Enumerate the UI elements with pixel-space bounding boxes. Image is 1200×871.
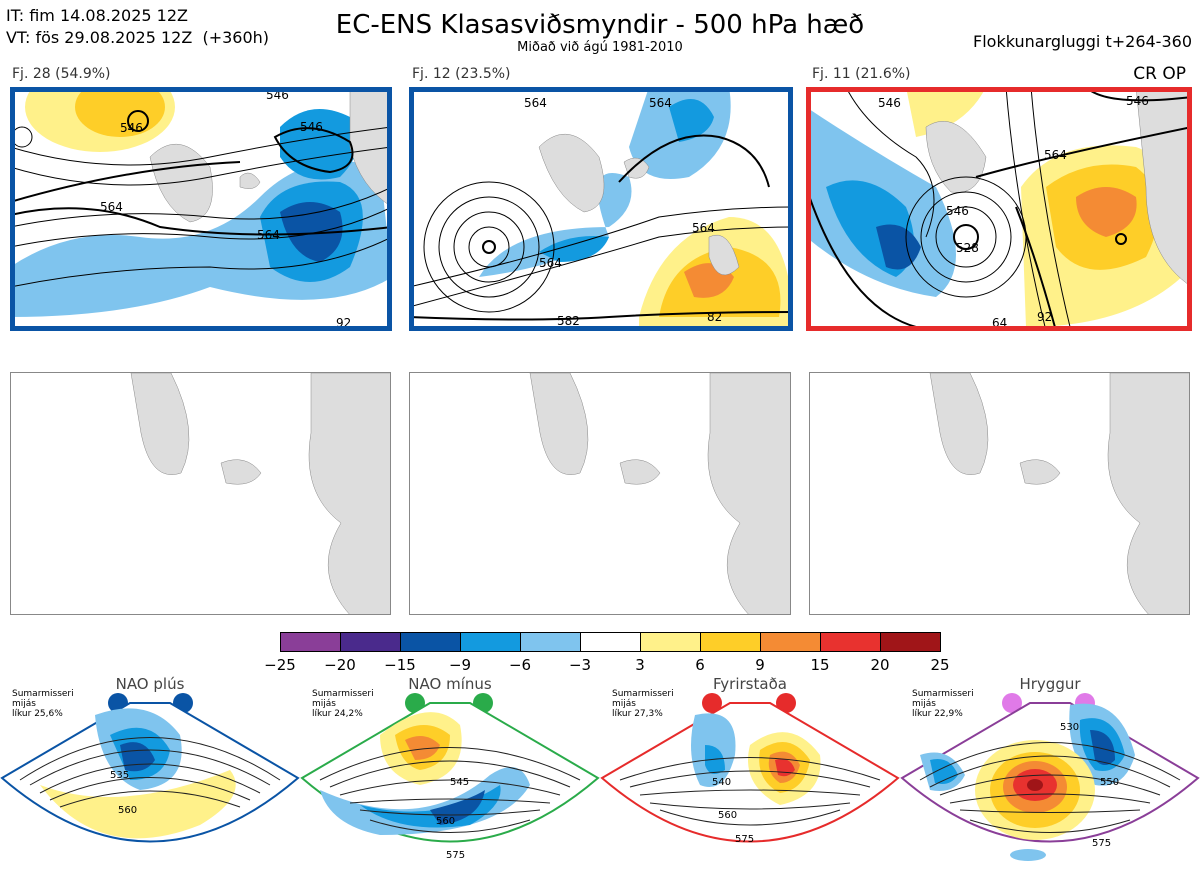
- regime-contour: 550: [1100, 777, 1119, 788]
- colorbar-tick: 25: [930, 656, 950, 674]
- cluster-3-contour-564: 564: [1044, 148, 1067, 162]
- page-title: EC-ENS Klasasviðsmyndir - 500 hPa hæð: [335, 10, 865, 40]
- cluster-1-contour-564a: 564: [100, 200, 123, 214]
- regime-contour: 575: [1092, 838, 1111, 849]
- colorbar-tick: 15: [810, 656, 830, 674]
- regime-name: NAO plús: [115, 675, 185, 693]
- colorbar-tick: −6: [508, 656, 532, 674]
- regime-note: Sumarmisseri mijás líkur 22,9%: [912, 689, 974, 719]
- colorbar-cell: [820, 632, 881, 652]
- colorbar-cell: [460, 632, 521, 652]
- header-times: IT: fim 14.08.2025 12Z VT: fös 29.08.202…: [6, 5, 269, 49]
- colorbar-cell: [700, 632, 761, 652]
- regime-dot: [776, 693, 796, 713]
- empty-map-1: [10, 372, 391, 615]
- colorbar-tick: 3: [635, 656, 645, 674]
- regime-note: Sumarmisseri mijás líkur 25,6%: [12, 689, 74, 719]
- colorbar-tick: 9: [755, 656, 765, 674]
- colorbar-tick: −15: [384, 656, 416, 674]
- cluster-3-contour-546a: 546: [946, 204, 969, 218]
- regime-name: Hryggur: [1019, 675, 1081, 693]
- colorbar-tick: −9: [448, 656, 472, 674]
- cluster-2-contour-582: 582: [557, 314, 580, 328]
- cluster-1-contour-546b: 546: [120, 121, 143, 135]
- cluster-1-contour-564b: 564: [257, 228, 280, 242]
- regime-nao-minus[interactable]: Sumarmisseri mijás líkur 24,2% NAO mínus…: [300, 675, 600, 871]
- init-time: IT: fim 14.08.2025 12Z: [6, 6, 188, 25]
- regime-nao-plus[interactable]: Sumarmisseri mijás líkur 25,6% NAO plús …: [0, 675, 300, 871]
- regime-contour: 540: [712, 777, 731, 788]
- empty-map-3: [809, 372, 1190, 615]
- regime-ridge[interactable]: Sumarmisseri mijás líkur 22,9% Hryggur 5…: [900, 675, 1200, 871]
- cluster-3-map[interactable]: 528 546 564 546 546 92 64: [806, 87, 1192, 331]
- cluster-3-contour-92: 92: [1037, 310, 1052, 324]
- colorbar-cell: [400, 632, 461, 652]
- colorbar-cell: [640, 632, 701, 652]
- cluster-3-contour-64: 64: [992, 316, 1007, 330]
- colorbar-cell: [880, 632, 941, 652]
- cluster-2-contour-564c: 564: [649, 96, 672, 110]
- regime-contour: 560: [436, 816, 455, 827]
- regime-contour: 535: [110, 770, 129, 781]
- cluster-2-contour-564d: 564: [524, 96, 547, 110]
- valid-time: VT: fös 29.08.2025 12Z (+360h): [6, 28, 270, 47]
- page-subtitle: Miðað við ágú 1981-2010: [517, 40, 683, 55]
- regime-blocking[interactable]: Sumarmisseri mijás líkur 27,3% Fyrirstað…: [600, 675, 900, 871]
- regime-name: Fyrirstaða: [713, 675, 787, 693]
- cluster-1-map[interactable]: 564 564 546 546 546 92: [10, 87, 392, 331]
- colorbar-tick: −20: [324, 656, 356, 674]
- clustering-window: Flokkunargluggi t+264-360: [973, 32, 1192, 51]
- colorbar-tick: 6: [695, 656, 705, 674]
- colorbar-cell: [760, 632, 821, 652]
- cluster-1-label: Fj. 28 (54.9%): [12, 66, 111, 82]
- cluster-2-contour-564a: 564: [539, 256, 562, 270]
- regime-contour: 545: [450, 777, 469, 788]
- cluster-2-label: Fj. 12 (23.5%): [412, 66, 511, 82]
- cluster-1-contour-546a: 546: [300, 120, 323, 134]
- cluster-1-contour-546c: 546: [266, 88, 289, 102]
- regime-name: NAO mínus: [408, 675, 492, 693]
- regime-note: Sumarmisseri mijás líkur 27,3%: [612, 689, 674, 719]
- regime-note: Sumarmisseri mijás líkur 24,2%: [312, 689, 374, 719]
- colorbar-tick: 20: [870, 656, 890, 674]
- cluster-3-contour-528: 528: [956, 241, 979, 255]
- cluster-3-contour-546b: 546: [878, 96, 901, 110]
- cluster-3-label: Fj. 11 (21.6%): [812, 66, 911, 82]
- colorbar-cell: [280, 632, 341, 652]
- colorbar-tick: −3: [568, 656, 592, 674]
- cluster-2-contour-564b: 564: [692, 221, 715, 235]
- cluster-2-map[interactable]: 564 564 564 564 582 82: [409, 87, 793, 331]
- colorbar-cell: [580, 632, 641, 652]
- regime-contour: 560: [718, 810, 737, 821]
- regime-contour: 530: [1060, 722, 1079, 733]
- regime-dot: [702, 693, 722, 713]
- colorbar-tick: −25: [264, 656, 296, 674]
- regime-contour: 575: [446, 850, 465, 861]
- colorbar-cell: [520, 632, 581, 652]
- regime-dot: [1002, 693, 1022, 713]
- cluster-3-contour-546c: 546: [1126, 94, 1149, 108]
- regime-contour: 560: [118, 805, 137, 816]
- empty-map-2: [409, 372, 791, 615]
- colorbar-cell: [340, 632, 401, 652]
- regime-contour: 575: [735, 834, 754, 845]
- cr-op-label: CR OP: [1133, 64, 1186, 84]
- cluster-2-contour-82: 82: [707, 310, 722, 324]
- cluster-1-contour-92: 92: [336, 316, 351, 330]
